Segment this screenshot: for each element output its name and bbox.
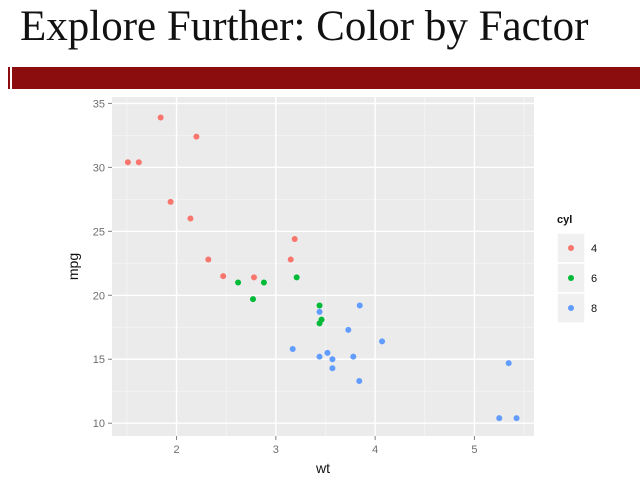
- data-point-cyl-8: [356, 377, 363, 384]
- data-point-cyl-8: [505, 360, 512, 367]
- data-point-cyl-6: [293, 274, 300, 281]
- data-points: [124, 114, 520, 422]
- y-tick-label: 15: [93, 354, 105, 366]
- y-tick-label: 20: [93, 290, 105, 302]
- data-point-cyl-8: [345, 326, 352, 333]
- data-point-cyl-6: [235, 279, 242, 286]
- y-axis-title: mpg: [65, 253, 81, 280]
- data-point-cyl-8: [316, 353, 323, 360]
- data-point-cyl-4: [157, 114, 164, 121]
- data-point-cyl-8: [379, 338, 386, 345]
- x-tick-label: 4: [372, 444, 378, 456]
- data-point-cyl-8: [496, 415, 503, 422]
- data-point-cyl-4: [167, 198, 174, 205]
- data-point-cyl-6: [249, 296, 256, 303]
- data-point-cyl-4: [135, 159, 142, 166]
- x-tick-label: 2: [173, 444, 179, 456]
- data-point-cyl-8: [350, 353, 357, 360]
- y-tick-label: 35: [93, 98, 105, 110]
- data-point-cyl-8: [324, 349, 331, 356]
- data-point-cyl-8: [513, 415, 520, 422]
- data-point-cyl-4: [250, 274, 257, 281]
- legend-label: 8: [591, 303, 597, 315]
- legend-label: 4: [591, 243, 597, 255]
- data-point-cyl-4: [220, 273, 227, 280]
- data-point-cyl-6: [318, 316, 325, 323]
- plot-panel: [112, 97, 534, 436]
- legend-title: cyl: [557, 214, 572, 226]
- data-point-cyl-4: [291, 235, 298, 242]
- data-point-cyl-4: [187, 215, 194, 222]
- legend: cyl 4 6 8: [556, 214, 597, 324]
- title-bar-left-accent: [0, 67, 10, 89]
- slide-title: Explore Further: Color by Factor: [20, 3, 589, 50]
- x-axis-title: wt: [315, 460, 330, 476]
- grid-major: [112, 97, 534, 436]
- data-point-cyl-8: [289, 346, 296, 353]
- data-point-cyl-4: [124, 159, 131, 166]
- data-point-cyl-4: [193, 133, 200, 140]
- grid-minor: [112, 97, 534, 436]
- legend-key-point: [568, 245, 574, 251]
- x-tick-label: 5: [471, 444, 477, 456]
- legend-key-point: [568, 305, 574, 311]
- title-bar: [12, 67, 640, 89]
- y-tick-label: 10: [93, 418, 105, 430]
- legend-key-point: [568, 275, 574, 281]
- data-point-cyl-4: [205, 256, 212, 263]
- data-point-cyl-8: [329, 356, 336, 363]
- axis-ticks: 2 3 4 5 10 15 20 25 30 35: [93, 98, 478, 456]
- y-tick-label: 30: [93, 162, 105, 174]
- y-tick-label: 25: [93, 226, 105, 238]
- data-point-cyl-6: [316, 302, 323, 309]
- legend-label: 6: [591, 273, 597, 285]
- data-point-cyl-8: [356, 302, 363, 309]
- data-point-cyl-4: [287, 256, 294, 263]
- data-point-cyl-8: [316, 308, 323, 315]
- data-point-cyl-6: [260, 279, 267, 286]
- x-tick-label: 3: [273, 444, 279, 456]
- data-point-cyl-8: [329, 365, 336, 372]
